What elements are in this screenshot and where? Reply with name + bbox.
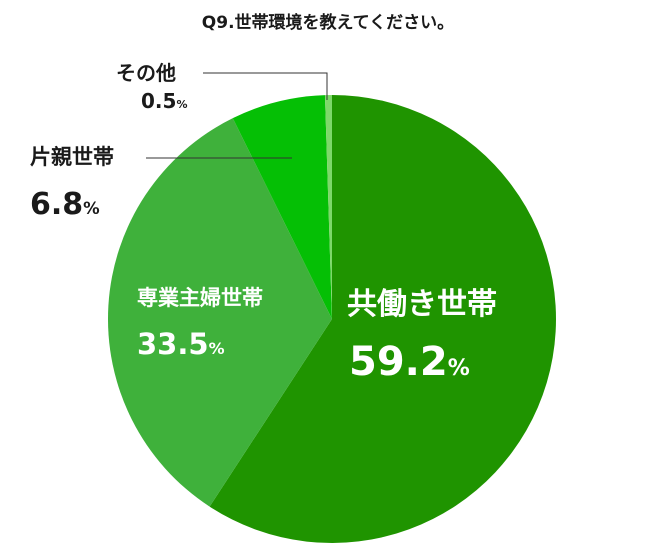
slice-value-sonota: 0.5% [141,91,187,111]
slice-label-kataoya: 片親世帯 [30,145,114,169]
slice-kataoya [232,95,332,319]
slice-value-number: 33.5 [137,327,209,361]
slice-value-number: 59.2 [349,339,448,385]
slice-sonota [324,95,332,319]
slice-kyobataraki [209,95,556,543]
slice-value-unit: % [83,199,100,218]
slice-value-kataoya: 6.8% [30,190,100,220]
slice-value-number: 0.5 [141,89,177,113]
slice-label-sonota: その他 [116,61,176,85]
leader-line-sonota [203,72,328,100]
slice-value-number: 6.8 [30,187,84,222]
slice-value-sengyoshufu: 33.5% [137,330,225,359]
slice-label-sengyoshufu: 専業主婦世帯 [137,286,263,310]
slice-value-unit: % [176,98,188,111]
slice-value-kyobataraki: 59.2% [349,342,470,382]
slice-sengyoshufu [107,118,332,507]
chart-title: Q9.世帯環境を教えてください。 [201,13,455,33]
slice-value-unit: % [447,356,470,381]
slice-label-kyobataraki: 共働き世帯 [347,287,497,322]
slice-value-unit: % [208,339,225,358]
